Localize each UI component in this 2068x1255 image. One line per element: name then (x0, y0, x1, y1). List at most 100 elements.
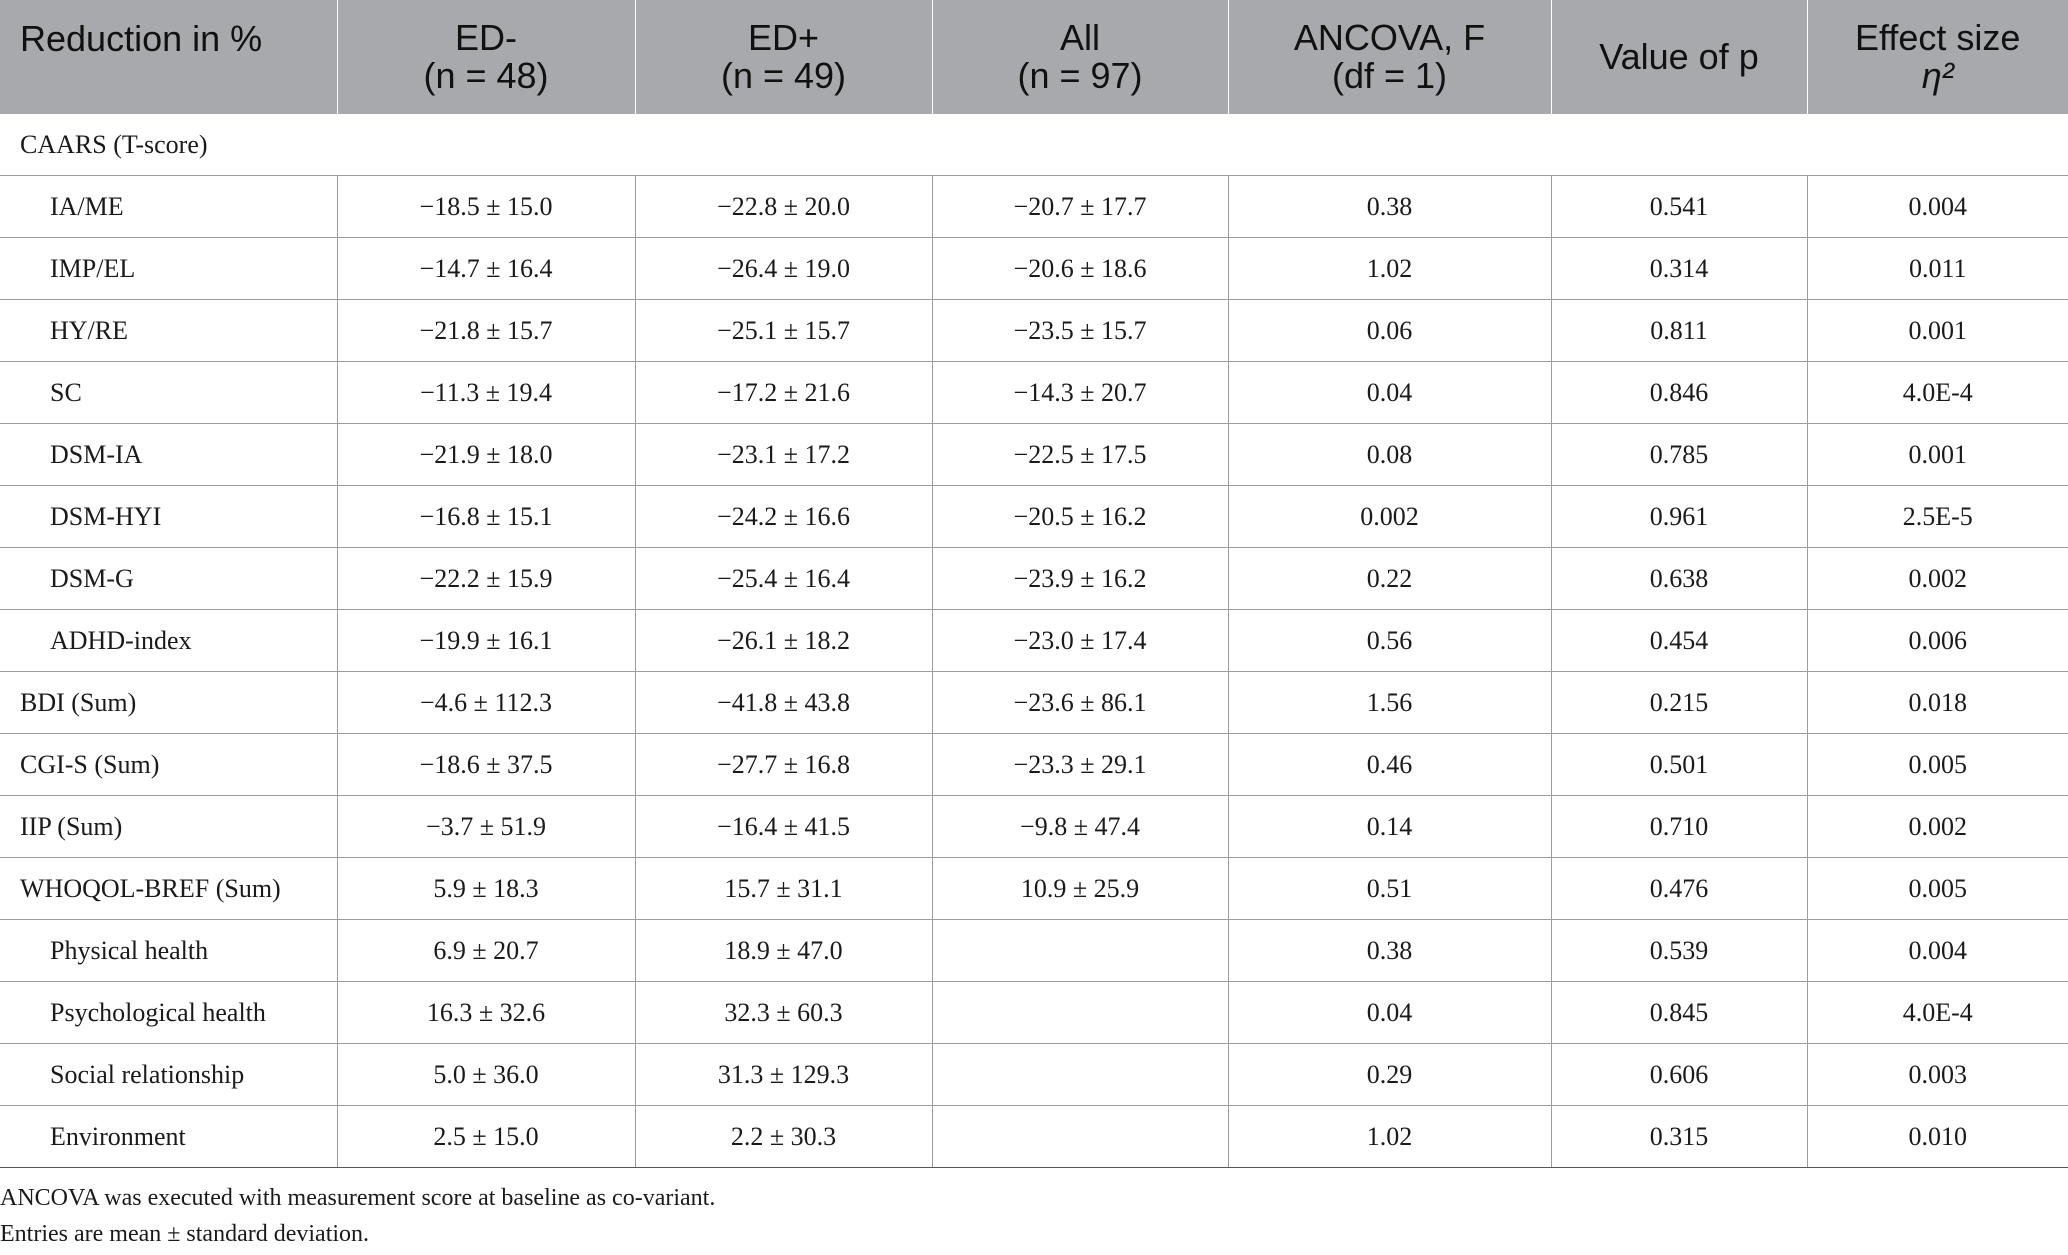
cell-effect-size: 0.004 (1807, 919, 2068, 982)
cell-ed-minus: 6.9 ± 20.7 (337, 919, 636, 982)
cell-all (932, 1043, 1229, 1106)
cell-ed-plus: 32.3 ± 60.3 (635, 981, 933, 1044)
row-label: SC (0, 361, 338, 424)
cell-ed-minus: 5.9 ± 18.3 (337, 857, 636, 920)
cell-p-value: 0.539 (1551, 919, 1808, 982)
cell-ancova-f: 0.22 (1228, 547, 1552, 610)
cell-ancova-f: 0.46 (1228, 733, 1552, 796)
results-table: Reduction in % ED- (n = 48) ED+ (n = 49)… (0, 0, 2068, 1168)
cell-effect-size: 0.006 (1807, 609, 2068, 672)
header-ancova: ANCOVA, F (df = 1) (1228, 0, 1552, 114)
cell-ed-plus: −26.1 ± 18.2 (635, 609, 933, 672)
cell-effect-size: 4.0E-4 (1807, 361, 2068, 424)
cell-ed-minus: −3.7 ± 51.9 (337, 795, 636, 858)
cell-ed-minus: 5.0 ± 36.0 (337, 1043, 636, 1106)
row-label: IIP (Sum) (0, 795, 338, 858)
header-effect-size: Effect size η² (1807, 0, 2068, 114)
table-row: Environment 2.5 ± 15.0 2.2 ± 30.3 1.02 0.315… (0, 1105, 2068, 1168)
cell-p-value: 0.638 (1551, 547, 1808, 610)
cell-ed-plus: 18.9 ± 47.0 (635, 919, 933, 982)
cell-effect-size: 0.002 (1807, 547, 2068, 610)
cell-ed-minus: −14.7 ± 16.4 (337, 237, 636, 300)
cell-ed-minus: 16.3 ± 32.6 (337, 981, 636, 1044)
table-row: SC −11.3 ± 19.4 −17.2 ± 21.6 −14.3 ± 20.7 0.… (0, 361, 2068, 424)
row-label: DSM-G (0, 547, 338, 610)
cell-ancova-f: 1.56 (1228, 671, 1552, 734)
cell-ed-plus: −24.2 ± 16.6 (635, 485, 933, 548)
row-label: Social relationship (0, 1043, 338, 1106)
cell-effect-size: 0.002 (1807, 795, 2068, 858)
cell-ed-plus: −23.1 ± 17.2 (635, 423, 933, 486)
cell-ancova-f: 0.04 (1228, 361, 1552, 424)
cell-p-value: 0.215 (1551, 671, 1808, 734)
cell-effect-size: 0.004 (1807, 175, 2068, 238)
cell-ed-plus: −22.8 ± 20.0 (635, 175, 933, 238)
table-row: HY/RE −21.8 ± 15.7 −25.1 ± 15.7 −23.5 ± 15.… (0, 299, 2068, 362)
cell-effect-size: 0.001 (1807, 299, 2068, 362)
cell-ancova-f: 0.38 (1228, 175, 1552, 238)
cell-effect-size: 0.003 (1807, 1043, 2068, 1106)
cell-ancova-f: 0.04 (1228, 981, 1552, 1044)
row-label: DSM-HYI (0, 485, 338, 548)
cell-all: −23.9 ± 16.2 (932, 547, 1229, 610)
cell-effect-size: 0.018 (1807, 671, 2068, 734)
cell-effect-size: 0.001 (1807, 423, 2068, 486)
footnote-ancova: ANCOVA was executed with measurement sco… (0, 1185, 716, 1211)
table-row: Psychological health 16.3 ± 32.6 32.3 ± 60… (0, 981, 2068, 1044)
table-body: CAARS (T-score) IA/ME −18.5 ± 15.0 −22.8 ± … (0, 114, 2068, 1168)
cell-p-value: 0.785 (1551, 423, 1808, 486)
row-label: Psychological health (0, 981, 338, 1044)
row-label: DSM-IA (0, 423, 338, 486)
cell-ancova-f: 0.06 (1228, 299, 1552, 362)
cell-all: −20.7 ± 17.7 (932, 175, 1229, 238)
table-row: DSM-IA −21.9 ± 18.0 −23.1 ± 17.2 −22.5 ± 17… (0, 423, 2068, 486)
cell-ed-plus: 31.3 ± 129.3 (635, 1043, 933, 1106)
cell-ed-minus: 2.5 ± 15.0 (337, 1105, 636, 1168)
cell-ancova-f: 0.38 (1228, 919, 1552, 982)
cell-all (932, 919, 1229, 982)
cell-ancova-f: 1.02 (1228, 1105, 1552, 1168)
cell-all: −20.5 ± 16.2 (932, 485, 1229, 548)
cell-effect-size: 0.011 (1807, 237, 2068, 300)
cell-p-value: 0.811 (1551, 299, 1808, 362)
section-row: CAARS (T-score) (0, 114, 2068, 176)
cell-all: −22.5 ± 17.5 (932, 423, 1229, 486)
row-label: Environment (0, 1105, 338, 1168)
cell-ancova-f: 0.29 (1228, 1043, 1552, 1106)
cell-ed-minus: −21.9 ± 18.0 (337, 423, 636, 486)
table-row: IMP/EL −14.7 ± 16.4 −26.4 ± 19.0 −20.6 ± 18… (0, 237, 2068, 300)
table-row: DSM-HYI −16.8 ± 15.1 −24.2 ± 16.6 −20.5 ± 1… (0, 485, 2068, 548)
cell-all: −23.6 ± 86.1 (932, 671, 1229, 734)
cell-ed-minus: −18.6 ± 37.5 (337, 733, 636, 796)
cell-ancova-f: 0.08 (1228, 423, 1552, 486)
cell-effect-size: 0.005 (1807, 857, 2068, 920)
row-label: CGI-S (Sum) (0, 733, 338, 796)
row-label: ADHD-index (0, 609, 338, 672)
cell-ed-plus: −41.8 ± 43.8 (635, 671, 933, 734)
header-p-value: Value of p (1551, 0, 1808, 114)
cell-effect-size: 2.5E-5 (1807, 485, 2068, 548)
cell-p-value: 0.501 (1551, 733, 1808, 796)
cell-ed-plus: 2.2 ± 30.3 (635, 1105, 933, 1168)
cell-ed-minus: −11.3 ± 19.4 (337, 361, 636, 424)
cell-all: 10.9 ± 25.9 (932, 857, 1229, 920)
cell-p-value: 0.476 (1551, 857, 1808, 920)
row-label: IA/ME (0, 175, 338, 238)
cell-ed-minus: −4.6 ± 112.3 (337, 671, 636, 734)
row-label: HY/RE (0, 299, 338, 362)
cell-all: −23.5 ± 15.7 (932, 299, 1229, 362)
cell-all (932, 1105, 1229, 1168)
header-ed-plus: ED+ (n = 49) (635, 0, 933, 114)
cell-ancova-f: 0.14 (1228, 795, 1552, 858)
table-row: BDI (Sum) −4.6 ± 112.3 −41.8 ± 43.8 −23.6 ±… (0, 671, 2068, 734)
cell-p-value: 0.541 (1551, 175, 1808, 238)
cell-ed-minus: −18.5 ± 15.0 (337, 175, 636, 238)
cell-ed-minus: −19.9 ± 16.1 (337, 609, 636, 672)
table-row: Social relationship 5.0 ± 36.0 31.3 ± 129.… (0, 1043, 2068, 1106)
cell-all: −9.8 ± 47.4 (932, 795, 1229, 858)
table-header: Reduction in % ED- (n = 48) ED+ (n = 49)… (0, 0, 2068, 114)
cell-ed-minus: −21.8 ± 15.7 (337, 299, 636, 362)
row-label: Physical health (0, 919, 338, 982)
cell-ancova-f: 1.02 (1228, 237, 1552, 300)
cell-all: −20.6 ± 18.6 (932, 237, 1229, 300)
